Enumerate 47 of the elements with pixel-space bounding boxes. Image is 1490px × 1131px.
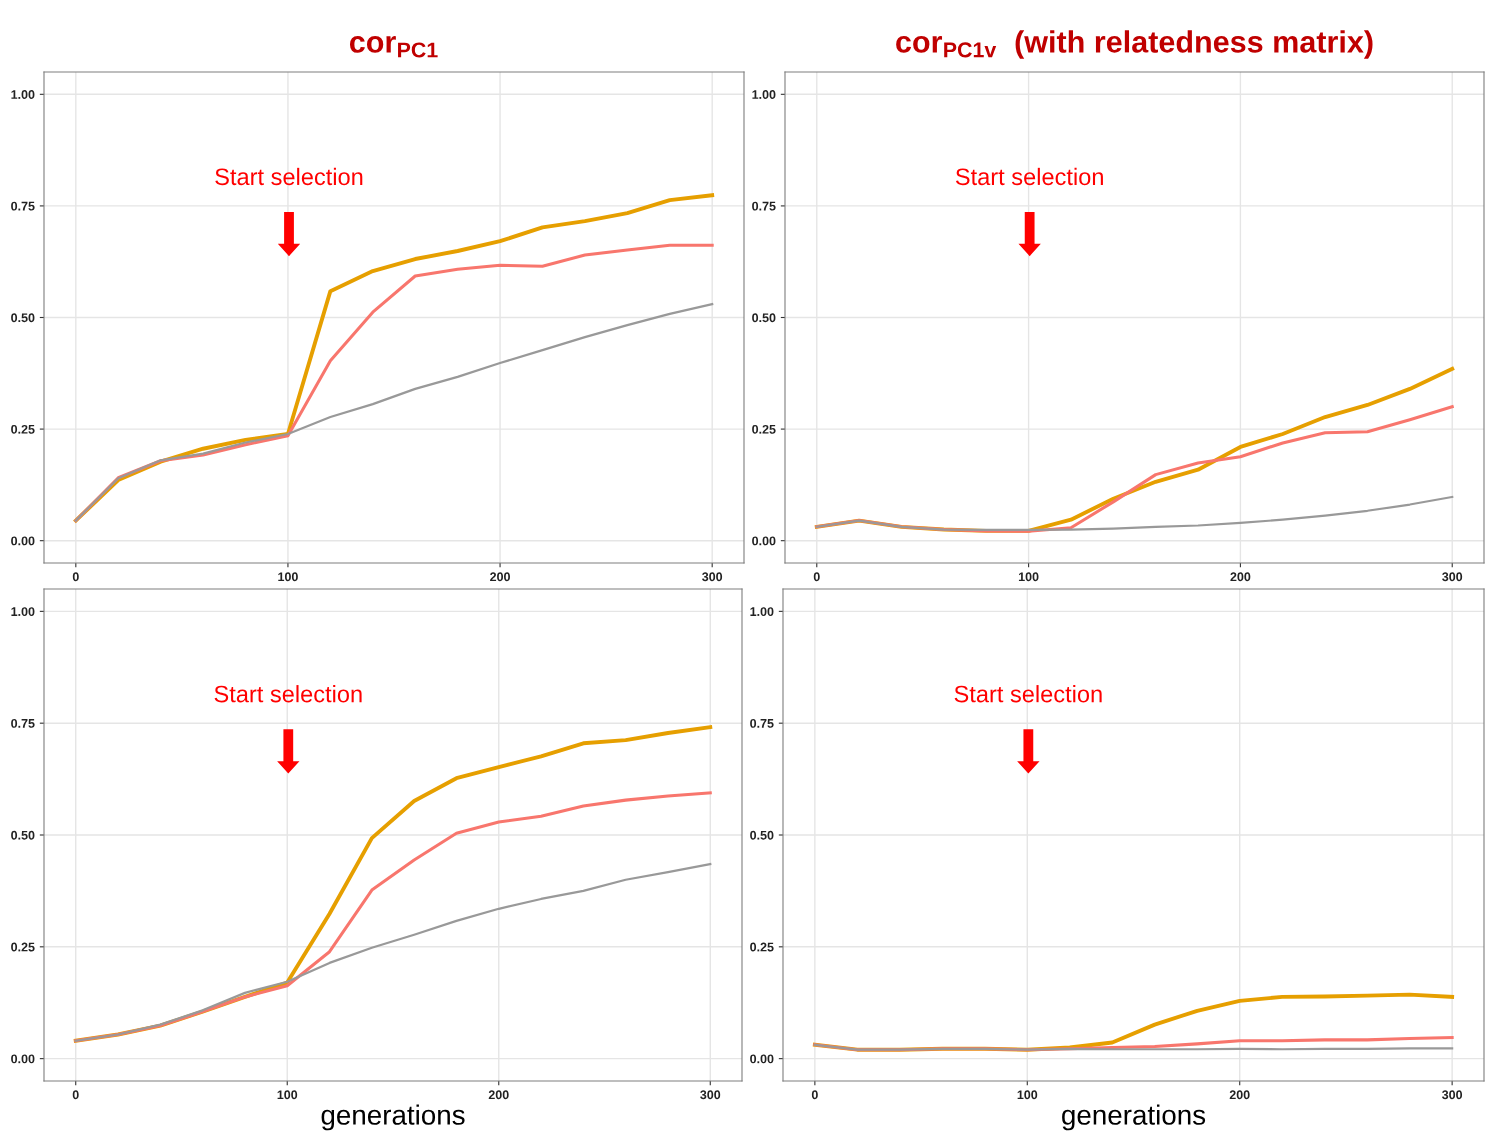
annotation: Start selection bbox=[955, 167, 1103, 186]
x-tick-label: 100 bbox=[278, 572, 298, 582]
x-tick-label: 100 bbox=[1018, 572, 1039, 582]
x-tick-label: 0 bbox=[72, 572, 79, 582]
x-tick-label: 0 bbox=[811, 1090, 818, 1100]
y-tick-label: 0.75 bbox=[750, 718, 774, 728]
y-tick-label: 0.50 bbox=[752, 313, 776, 323]
chart-title: cor$_{PC1}$ bbox=[349, 36, 438, 58]
line-series bbox=[74, 862, 712, 1042]
y-tick-label: 1.00 bbox=[11, 607, 35, 617]
y-tick-label: 1.00 bbox=[752, 90, 776, 99]
y-tick-label: 1.00 bbox=[750, 607, 774, 617]
chart-title: cor$_{PC1v}$ (with relatedness matrix) bbox=[896, 30, 1373, 59]
line-series bbox=[815, 495, 1454, 532]
line-series bbox=[74, 303, 714, 522]
x-tick-label: 200 bbox=[488, 1090, 509, 1100]
y-tick-label: 0.25 bbox=[750, 942, 774, 952]
annotation: Start selection bbox=[214, 685, 362, 703]
x-axis-title: generations bbox=[321, 1104, 465, 1131]
x-tick-label: 200 bbox=[490, 572, 510, 582]
x-tick-label: 0 bbox=[813, 572, 820, 582]
y-tick-label: 0.00 bbox=[750, 1054, 774, 1064]
x-tick-label: 300 bbox=[1442, 572, 1463, 582]
y-tick-label: 0.00 bbox=[752, 536, 776, 546]
annotation: Start selection bbox=[954, 685, 1102, 703]
x-tick-label: 200 bbox=[1229, 1090, 1250, 1100]
y-tick-label: 0.50 bbox=[750, 830, 774, 840]
y-tick-label: 0.00 bbox=[11, 1054, 35, 1064]
y-tick-label: 0.50 bbox=[11, 313, 35, 323]
x-tick-label: 100 bbox=[277, 1090, 298, 1100]
y-tick-label: 0.25 bbox=[752, 424, 776, 434]
x-tick-label: 300 bbox=[700, 1090, 721, 1100]
y-tick-label: 0.25 bbox=[11, 942, 35, 952]
y-tick-label: 0.25 bbox=[11, 424, 35, 434]
y-tick-label: 1.00 bbox=[11, 90, 35, 99]
x-tick-label: 300 bbox=[1442, 1090, 1463, 1100]
x-tick-label: 300 bbox=[702, 572, 723, 582]
y-tick-label: 0.00 bbox=[11, 536, 35, 546]
y-tick-label: 0.50 bbox=[11, 830, 35, 840]
annotation: Start selection bbox=[215, 167, 363, 186]
x-tick-label: 200 bbox=[1230, 572, 1251, 582]
x-tick-label: 0 bbox=[72, 1090, 79, 1100]
y-tick-label: 0.75 bbox=[752, 201, 776, 211]
y-tick-label: 0.75 bbox=[11, 201, 35, 211]
x-axis-title: generations bbox=[1062, 1104, 1206, 1131]
y-tick-label: 0.75 bbox=[11, 718, 35, 728]
x-tick-label: 100 bbox=[1017, 1090, 1038, 1100]
